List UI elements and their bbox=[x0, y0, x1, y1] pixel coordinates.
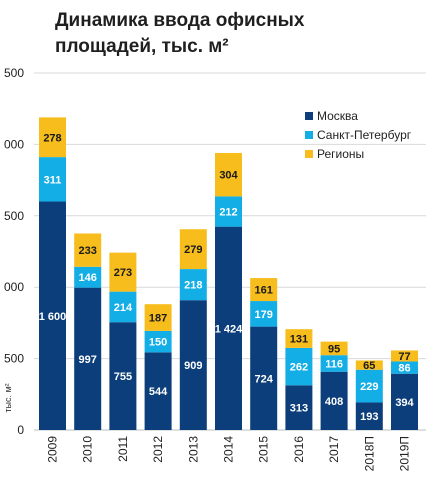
bar-segment bbox=[109, 322, 137, 430]
data-label: 214 bbox=[114, 302, 133, 314]
data-label: 279 bbox=[184, 244, 202, 256]
data-label: 150 bbox=[149, 337, 167, 349]
data-label: 233 bbox=[79, 245, 97, 257]
y-tick-label: 000 bbox=[4, 137, 24, 151]
legend-swatch bbox=[305, 112, 313, 120]
x-tick-label: 2013 bbox=[186, 436, 200, 463]
data-label: 229 bbox=[360, 381, 378, 393]
data-label: 997 bbox=[79, 354, 97, 366]
bar-segment bbox=[215, 226, 242, 430]
bar-segment bbox=[144, 304, 172, 331]
data-label: 724 bbox=[255, 373, 274, 385]
x-tick-label: 2011 bbox=[116, 436, 130, 462]
data-label: 131 bbox=[290, 334, 308, 346]
bar-segment bbox=[320, 371, 348, 430]
bar-segment bbox=[320, 341, 348, 356]
data-label: 311 bbox=[44, 174, 62, 186]
y-tick-label: 500 bbox=[4, 66, 24, 80]
data-label: 1 424 bbox=[215, 323, 243, 335]
data-label: 755 bbox=[114, 371, 132, 383]
data-label: 394 bbox=[395, 397, 414, 409]
bar-segment bbox=[215, 152, 242, 197]
y-tick-label: 000 bbox=[4, 280, 24, 294]
bar-segment bbox=[215, 196, 242, 227]
bar-segment bbox=[144, 330, 172, 353]
data-label: 161 bbox=[255, 285, 273, 297]
y-axis-label: тыс. м² bbox=[3, 383, 13, 412]
x-tick-label: 2014 bbox=[222, 436, 236, 463]
x-tick-label: 2019П bbox=[398, 436, 412, 471]
data-label: 1 600 bbox=[39, 311, 67, 323]
data-label: 273 bbox=[114, 267, 132, 279]
data-label: 278 bbox=[43, 132, 61, 144]
data-label: 95 bbox=[328, 343, 340, 355]
legend-label: Санкт-Петербург bbox=[317, 128, 412, 142]
data-label: 187 bbox=[149, 313, 167, 325]
data-label: 146 bbox=[79, 272, 97, 284]
x-tick-label: 2018П bbox=[362, 436, 376, 471]
x-tick-label: 2017 bbox=[327, 436, 341, 463]
bar-segment bbox=[355, 360, 383, 370]
data-label: 218 bbox=[184, 280, 202, 292]
bar-segment bbox=[179, 229, 207, 270]
data-label: 909 bbox=[184, 360, 202, 372]
x-tick-label: 2009 bbox=[46, 436, 60, 463]
bar-segment bbox=[320, 355, 348, 372]
bar-segment bbox=[39, 201, 66, 430]
data-label: 313 bbox=[290, 403, 308, 415]
data-label: 212 bbox=[219, 207, 237, 219]
bar-segment bbox=[285, 329, 313, 348]
data-label: 193 bbox=[360, 411, 378, 423]
bar-segment bbox=[74, 287, 102, 430]
bar-segment bbox=[391, 373, 418, 430]
legend-swatch bbox=[305, 131, 313, 139]
legend-label: Москва bbox=[317, 109, 358, 123]
bar-segment bbox=[355, 402, 383, 430]
bar-segment bbox=[250, 278, 278, 302]
data-label: 179 bbox=[255, 309, 273, 321]
bar-segment bbox=[355, 369, 383, 403]
legend-label: Регионы bbox=[317, 147, 364, 161]
bar-segment bbox=[250, 301, 278, 327]
bar-segment bbox=[109, 252, 137, 292]
data-label: 77 bbox=[398, 351, 410, 363]
x-tick-label: 2012 bbox=[151, 436, 165, 463]
legend-swatch bbox=[305, 150, 313, 158]
bar-segment bbox=[179, 269, 207, 301]
data-label: 544 bbox=[149, 386, 168, 398]
bar-segment bbox=[39, 117, 66, 158]
y-tick-label: 0 bbox=[17, 423, 24, 437]
data-label: 304 bbox=[219, 170, 238, 182]
y-tick-label: 500 bbox=[4, 352, 24, 366]
bar-segment bbox=[109, 291, 137, 323]
data-label: 65 bbox=[363, 360, 375, 372]
bar-segment bbox=[391, 361, 418, 374]
y-tick-label: 500 bbox=[4, 209, 24, 223]
bar-segment bbox=[285, 385, 313, 430]
data-label: 408 bbox=[325, 396, 343, 408]
bar-segment bbox=[391, 350, 418, 362]
bar-segment bbox=[74, 233, 102, 267]
data-label: 116 bbox=[325, 358, 343, 370]
data-label: 86 bbox=[398, 363, 410, 375]
bar-segment bbox=[250, 326, 278, 430]
bar-segment bbox=[144, 352, 172, 430]
x-tick-label: 2016 bbox=[292, 436, 306, 463]
bar-segment bbox=[179, 300, 207, 430]
x-tick-label: 2010 bbox=[81, 436, 95, 463]
chart-title: Динамика ввода офисных площадей, тыс. м² bbox=[55, 10, 305, 57]
bar-segment bbox=[39, 157, 66, 202]
bar-segment bbox=[285, 347, 313, 386]
data-label: 262 bbox=[290, 362, 308, 374]
bar-segment bbox=[74, 266, 102, 288]
x-tick-label: 2015 bbox=[257, 436, 271, 463]
